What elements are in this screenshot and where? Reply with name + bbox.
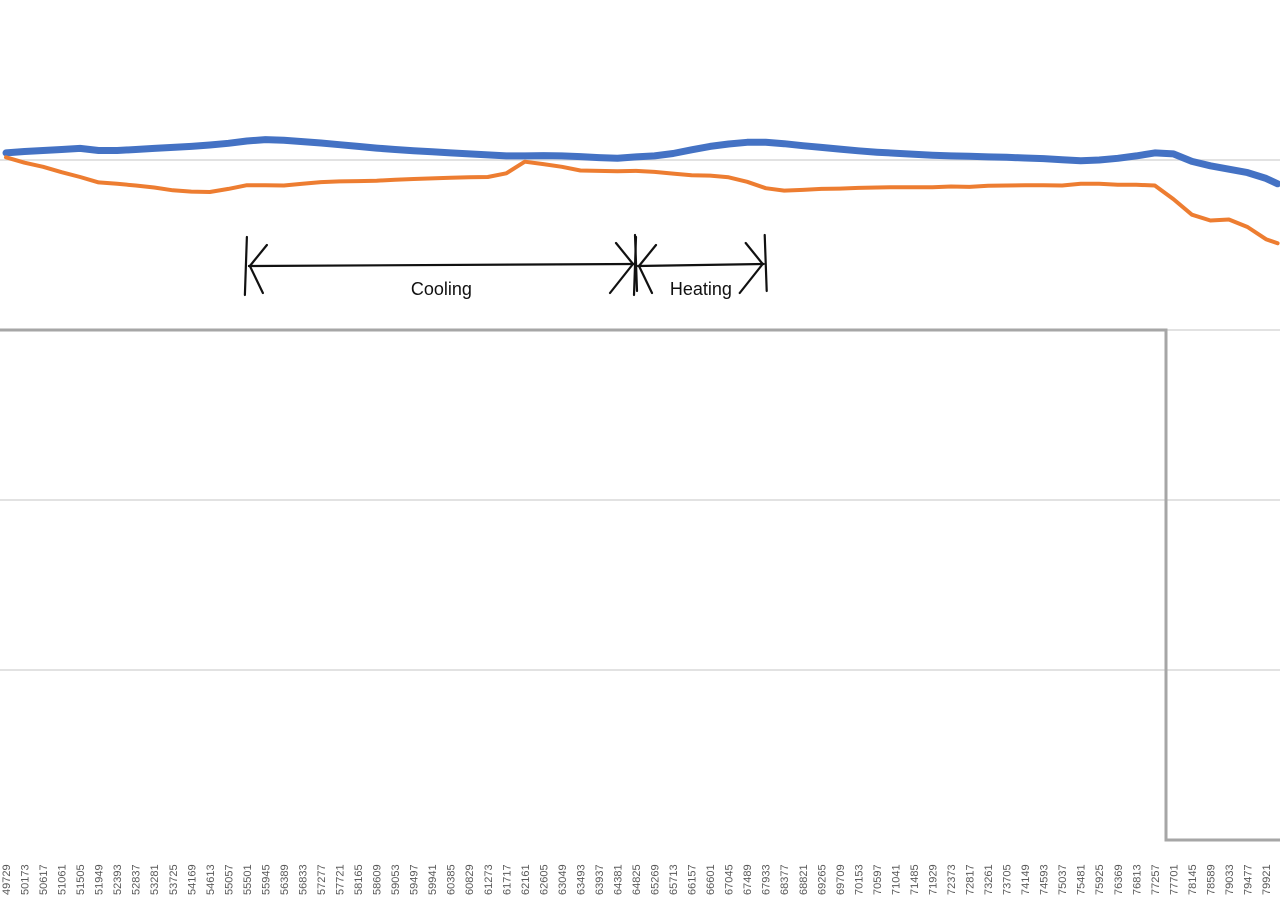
x-tick-label: 72373 xyxy=(946,864,958,895)
x-tick-label: 62605 xyxy=(538,864,550,895)
x-tick-label: 60829 xyxy=(464,864,476,895)
x-tick-label: 76369 xyxy=(1113,864,1125,895)
x-tick-label: 67489 xyxy=(742,864,754,895)
x-tick-label: 53281 xyxy=(149,864,161,895)
x-tick-label: 70597 xyxy=(872,864,884,895)
x-tick-label: 78145 xyxy=(1187,864,1199,895)
annotation-arrowhead-right xyxy=(738,241,764,295)
x-tick-label: 50173 xyxy=(20,864,32,895)
annotation-arrowhead-left xyxy=(637,243,658,295)
x-tick-label: 63049 xyxy=(557,864,569,895)
x-tick-label: 69709 xyxy=(835,864,847,895)
annotation-label: Heating xyxy=(670,279,732,299)
x-tick-label: 51505 xyxy=(75,864,87,895)
x-tick-label: 56833 xyxy=(298,864,310,895)
inset-frame-border xyxy=(0,328,1280,842)
x-tick-label: 50617 xyxy=(38,864,50,895)
x-tick-label: 52393 xyxy=(112,864,124,895)
annotation-arrowhead-left xyxy=(248,243,268,295)
x-tick-label: 69265 xyxy=(816,864,828,895)
annotation-bar-left xyxy=(243,235,248,297)
x-tick-label: 66601 xyxy=(705,864,717,895)
x-tick-label: 54613 xyxy=(205,864,217,895)
x-tick-label: 57277 xyxy=(316,864,328,895)
x-tick-label: 51949 xyxy=(94,864,106,895)
inset-frame xyxy=(0,328,1280,842)
x-tick-label: 62161 xyxy=(520,864,532,895)
x-tick-label: 56389 xyxy=(279,864,291,895)
annotation-bar-left xyxy=(632,235,638,297)
x-tick-label: 65713 xyxy=(668,864,680,895)
x-axis-tick-labels: 49729 50173 50617 51061 51505 51949 52393 52837… xyxy=(1,864,1273,895)
annotation-layer: Cooling Heating xyxy=(243,233,768,299)
x-tick-label: 67933 xyxy=(761,864,773,895)
x-tick-label: 52837 xyxy=(131,864,143,895)
x-tick-label: 75925 xyxy=(1094,864,1106,895)
x-tick-label: 74593 xyxy=(1039,864,1051,895)
x-tick-label: 65269 xyxy=(650,864,662,895)
x-tick-label: 71929 xyxy=(928,864,940,895)
x-tick-label: 58165 xyxy=(353,864,365,895)
x-tick-label: 64381 xyxy=(613,864,625,895)
x-tick-label: 59497 xyxy=(409,864,421,895)
x-tick-label: 77257 xyxy=(1150,864,1162,895)
x-tick-label: 58609 xyxy=(372,864,384,895)
gridlines xyxy=(0,159,1280,671)
x-tick-label: 51061 xyxy=(57,864,69,895)
x-tick-label: 78589 xyxy=(1205,864,1217,895)
x-tick-label: 55501 xyxy=(242,864,254,895)
x-tick-label: 55945 xyxy=(260,864,272,895)
annotation-arrow-shaft xyxy=(636,262,765,268)
annotation-heating: Heating xyxy=(632,233,768,299)
series-line-2 xyxy=(4,155,1280,246)
series-line-1 xyxy=(2,136,1280,188)
x-tick-label: 79921 xyxy=(1261,864,1273,895)
x-tick-label: 79033 xyxy=(1224,864,1236,895)
x-tick-label: 68377 xyxy=(779,864,791,895)
x-tick-label: 53725 xyxy=(168,864,180,895)
x-tick-label: 79477 xyxy=(1243,864,1255,895)
x-tick-label: 61717 xyxy=(501,864,513,895)
series-layer xyxy=(2,136,1280,246)
annotation-cooling: Cooling xyxy=(243,233,639,299)
x-tick-label: 75037 xyxy=(1057,864,1069,895)
x-tick-label: 59941 xyxy=(427,864,439,895)
x-tick-label: 72817 xyxy=(965,864,977,895)
x-tick-label: 66157 xyxy=(687,864,699,895)
x-tick-label: 76813 xyxy=(1131,864,1143,895)
x-tick-label: 49729 xyxy=(1,864,13,895)
annotation-arrow-shaft xyxy=(247,262,636,268)
x-tick-label: 57721 xyxy=(335,864,347,895)
x-tick-label: 75481 xyxy=(1076,864,1088,895)
x-tick-label: 71485 xyxy=(909,864,921,895)
x-tick-label: 73705 xyxy=(1002,864,1014,895)
x-tick-label: 55057 xyxy=(223,864,235,895)
x-tick-label: 61273 xyxy=(483,864,495,895)
annotation-arrowhead-right xyxy=(608,241,635,295)
x-tick-label: 63493 xyxy=(575,864,587,895)
x-tick-label: 74149 xyxy=(1020,864,1032,895)
x-tick-label: 77701 xyxy=(1168,864,1180,895)
x-tick-label: 54169 xyxy=(186,864,198,895)
x-tick-label: 67045 xyxy=(724,864,736,895)
x-tick-label: 64825 xyxy=(631,864,643,895)
x-tick-label: 68821 xyxy=(798,864,810,895)
x-tick-label: 70153 xyxy=(853,864,865,895)
annotation-bar-right xyxy=(763,233,768,293)
annotation-label: Cooling xyxy=(411,279,472,299)
x-tick-label: 59053 xyxy=(390,864,402,895)
x-tick-label: 73261 xyxy=(983,864,995,895)
x-tick-label: 71041 xyxy=(890,864,902,895)
x-tick-label: 60385 xyxy=(446,864,458,895)
x-tick-label: 63937 xyxy=(594,864,606,895)
